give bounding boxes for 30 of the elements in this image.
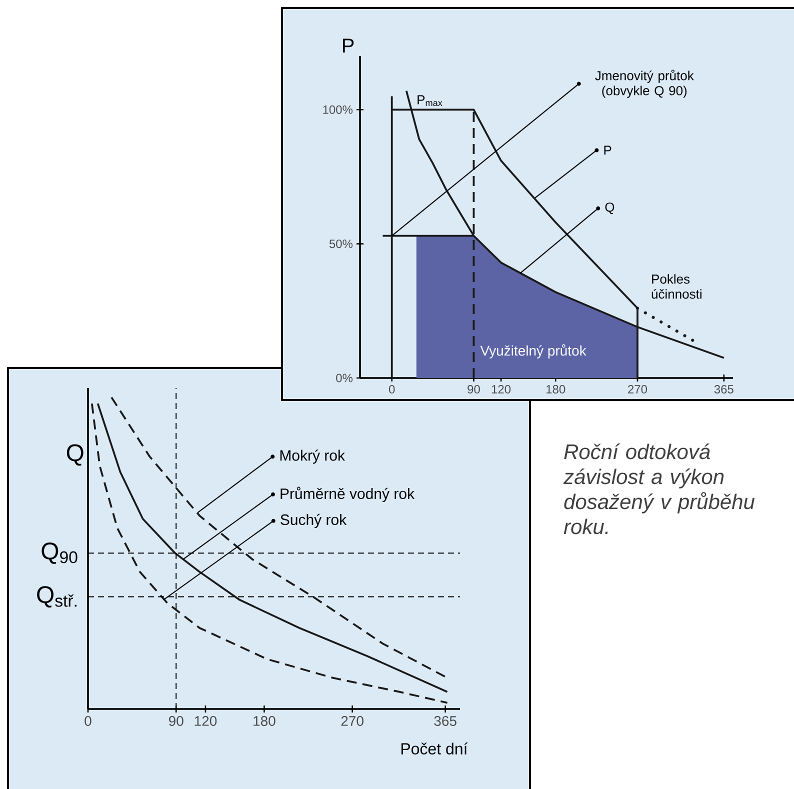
annotation: Jmenovitý průtok (obvykle Q 90): [595, 70, 694, 98]
x-tick-label: 270: [341, 716, 364, 726]
annotation: Suchý rok: [280, 514, 347, 528]
x-tick-label: 120: [492, 385, 511, 394]
x-tick-label: 270: [628, 385, 648, 394]
ref-line-label: Q$_{stř.}$: [37, 586, 76, 608]
x-axis-title: Počet dní: [401, 742, 468, 754]
x-tick-label: 120: [194, 716, 217, 726]
annotation: Průměrně vodný rok: [280, 486, 415, 502]
x-tick-label: 90: [468, 385, 480, 394]
y-tick-label: 100%: [323, 105, 353, 114]
x-tick-label: 90: [168, 716, 184, 726]
x-tick-label: 180: [254, 716, 276, 726]
x-tick-label: 180: [546, 385, 566, 394]
x-tick-label: 0: [84, 716, 92, 726]
annotation: P: [604, 146, 612, 155]
y-axis-title: P: [342, 38, 354, 52]
y-tick-label: 0%: [336, 374, 353, 382]
text: Roční odtoková závislost a výkon dosažený v průběhu roku.: [563, 444, 755, 534]
annotation: Q: [605, 202, 614, 214]
x-tick-label: 365: [714, 385, 734, 394]
series-label: Pokles účinnosti: [652, 274, 702, 299]
x-tick-label: 365: [434, 716, 456, 726]
annotation: P$_{max}$: [418, 95, 442, 106]
y-tick-label: 50%: [329, 240, 353, 248]
series-label: Využitelný průtok: [480, 344, 586, 358]
annotation: Mokrý rok: [280, 450, 346, 464]
y-axis-title: Q: [66, 444, 84, 466]
ref-line-label: Q$_{90}$: [42, 542, 78, 564]
x-tick-label: 0: [388, 385, 395, 394]
